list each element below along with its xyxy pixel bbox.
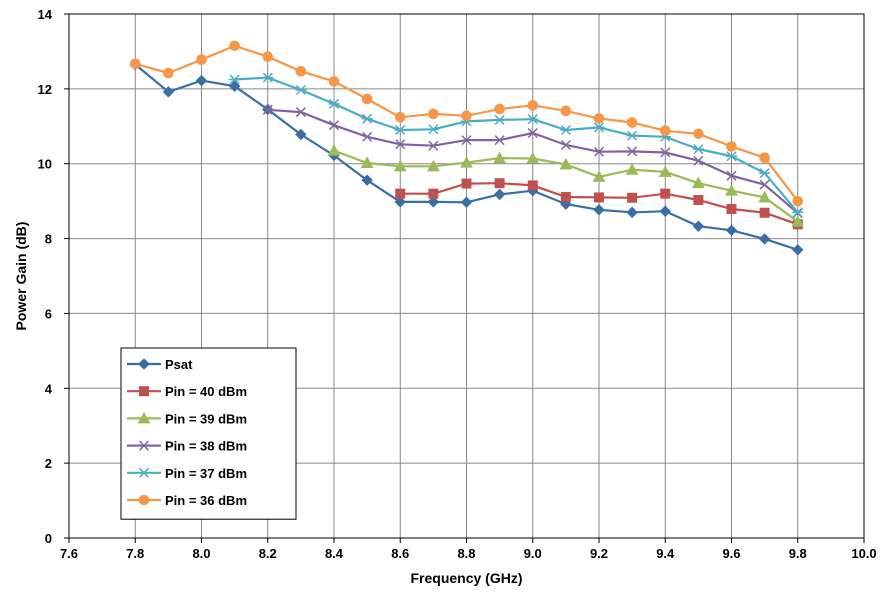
data-point	[164, 68, 174, 78]
data-point	[528, 101, 538, 111]
data-point	[628, 193, 637, 202]
legend-marker	[140, 387, 149, 396]
y-tick-label: 14	[38, 7, 53, 22]
legend-marker	[139, 495, 149, 505]
data-point	[263, 52, 273, 62]
y-tick-label: 8	[45, 232, 52, 247]
data-point	[230, 41, 240, 51]
x-tick-label: 7.8	[126, 546, 144, 561]
legend-label: Pin = 37 dBm	[165, 466, 247, 481]
x-tick-label: 10.0	[851, 546, 876, 561]
data-point	[760, 208, 769, 217]
y-tick-label: 10	[38, 157, 52, 172]
data-point	[727, 142, 737, 152]
data-point	[661, 189, 670, 198]
y-tick-label: 12	[38, 82, 52, 97]
x-tick-label: 9.2	[590, 546, 608, 561]
chart-legend: Psat Pin = 40 dBm Pin = 39 dBm Pin = 38 dBm…	[121, 348, 296, 519]
x-tick-label: 8.2	[259, 546, 277, 561]
data-point	[694, 196, 703, 205]
data-point	[429, 109, 439, 119]
legend-label: Pin = 36 dBm	[165, 493, 247, 508]
data-point	[362, 94, 372, 104]
y-tick-label: 0	[45, 531, 52, 546]
data-point	[396, 189, 405, 198]
data-point	[561, 106, 571, 116]
x-tick-label: 8.8	[457, 546, 475, 561]
data-point	[462, 179, 471, 188]
x-tick-label: 7.6	[60, 546, 78, 561]
data-point	[793, 196, 803, 206]
x-tick-label: 8.6	[391, 546, 409, 561]
x-tick-label: 9.6	[722, 546, 740, 561]
y-axis-title: Power Gain (dB)	[13, 222, 29, 331]
legend-label: Pin = 38 dBm	[165, 439, 247, 454]
legend-label: Psat	[165, 357, 193, 372]
data-point	[528, 181, 537, 190]
data-point	[727, 205, 736, 214]
y-tick-label: 2	[45, 456, 52, 471]
x-tick-label: 9.0	[524, 546, 542, 561]
data-point	[429, 189, 438, 198]
x-tick-label: 9.4	[656, 546, 675, 561]
data-point	[395, 113, 405, 123]
legend-label: Pin = 40 dBm	[165, 384, 247, 399]
data-point	[495, 179, 504, 188]
x-axis-title: Frequency (GHz)	[410, 570, 522, 586]
x-tick-label: 8.4	[325, 546, 344, 561]
data-point	[595, 193, 604, 202]
data-point	[130, 59, 140, 69]
data-point	[462, 111, 472, 121]
y-tick-label: 6	[45, 306, 52, 321]
y-tick-label: 4	[45, 381, 53, 396]
data-point	[197, 55, 207, 65]
x-tick-label: 9.8	[789, 546, 807, 561]
data-point	[296, 66, 306, 76]
data-point	[760, 153, 770, 163]
data-point	[561, 193, 570, 202]
data-point	[660, 126, 670, 136]
legend-label: Pin = 39 dBm	[165, 411, 247, 426]
x-tick-label: 8.0	[192, 546, 210, 561]
data-point	[694, 129, 704, 139]
data-point	[627, 118, 637, 128]
data-point	[594, 114, 604, 124]
data-point	[495, 104, 505, 114]
data-point	[329, 77, 339, 87]
